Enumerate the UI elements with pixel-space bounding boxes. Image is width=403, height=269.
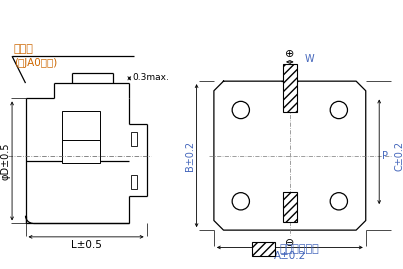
Text: 压力阀: 压力阀 (14, 44, 34, 54)
Text: (只JA0对应): (只JA0对应) (14, 58, 57, 68)
Bar (283, 64, 297, 112)
Bar (62, 140, 100, 163)
Text: φD±0.5: φD±0.5 (0, 142, 10, 180)
Text: L±0.5: L±0.5 (71, 240, 102, 250)
Text: A±0.2: A±0.2 (274, 251, 306, 261)
Text: W: W (304, 54, 314, 64)
Bar (283, 192, 297, 222)
Polygon shape (214, 81, 366, 230)
Text: C±0.2: C±0.2 (395, 141, 403, 171)
Text: 0.3max.: 0.3max. (132, 73, 169, 82)
Bar (131, 175, 137, 189)
Bar (252, 242, 275, 256)
Text: 内：辅助端子: 内：辅助端子 (279, 244, 319, 254)
Bar (131, 132, 137, 146)
Text: ⊕: ⊕ (285, 49, 295, 59)
Text: P: P (382, 151, 388, 161)
Text: ⊖: ⊖ (285, 238, 295, 248)
Text: B±0.2: B±0.2 (185, 141, 195, 171)
Bar (62, 111, 100, 142)
